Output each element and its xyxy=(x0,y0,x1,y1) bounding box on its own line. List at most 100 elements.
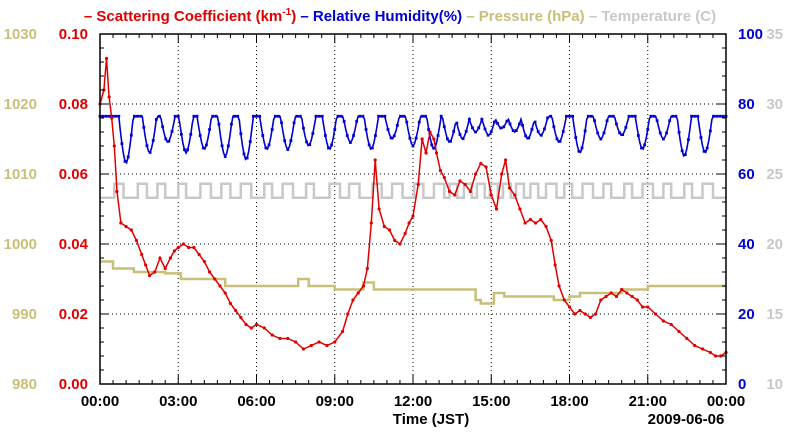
humidity-point xyxy=(574,136,578,139)
scattering-point xyxy=(407,221,411,225)
humidity-point xyxy=(158,114,161,118)
scattering-tick-label: 0.08 xyxy=(59,96,88,113)
humidity-point xyxy=(646,128,650,131)
humidity-point xyxy=(461,137,465,141)
series-pressure xyxy=(100,260,726,305)
scattering-tick-label: 0.04 xyxy=(59,236,89,253)
humidity-point xyxy=(101,114,105,118)
pressure-line xyxy=(100,260,726,305)
scattering-point xyxy=(361,284,366,288)
humidity-point xyxy=(148,151,152,154)
humidity-point xyxy=(583,129,587,133)
humidity-point xyxy=(308,143,312,147)
humidity-point xyxy=(590,114,593,118)
humidity-point xyxy=(223,155,227,158)
x-tick-label: 00:00 xyxy=(707,393,745,410)
humidity-point xyxy=(427,128,431,131)
scattering-point xyxy=(528,217,532,222)
humidity-point xyxy=(320,114,324,118)
humidity-point xyxy=(230,122,233,126)
scattering-point xyxy=(411,214,415,218)
humidity-point xyxy=(317,114,321,118)
pressure-tick-label: 1000 xyxy=(4,236,37,253)
scattering-point xyxy=(213,277,217,281)
humidity-point xyxy=(333,128,337,131)
scattering-point xyxy=(147,273,152,278)
scattering-point xyxy=(107,95,111,99)
x-tick-label: 12:00 xyxy=(394,393,432,410)
scattering-point xyxy=(278,336,282,341)
humidity-point xyxy=(464,129,468,133)
scattering-point xyxy=(428,130,432,134)
scattering-point xyxy=(192,245,196,250)
scattering-point xyxy=(254,322,259,327)
temperature-line xyxy=(100,182,726,200)
humidity-point xyxy=(564,114,568,118)
scattering-point xyxy=(677,329,681,334)
scattering-point xyxy=(523,221,527,225)
scattering-point xyxy=(438,168,442,173)
scattering-point xyxy=(620,287,624,292)
temperature-tick-label: 20 xyxy=(766,236,783,253)
scattering-point xyxy=(262,326,266,330)
temperature-tick-label: 25 xyxy=(766,166,783,183)
scattering-point xyxy=(249,326,253,330)
humidity-point xyxy=(539,133,543,137)
humidity-tick-label: 60 xyxy=(738,166,755,183)
x-tick-label: 03:00 xyxy=(159,393,197,410)
humidity-point xyxy=(577,149,581,153)
humidity-point xyxy=(367,143,371,147)
scattering-point xyxy=(187,245,191,250)
humidity-point xyxy=(173,114,177,118)
humidity-point xyxy=(345,134,349,137)
scattering-point xyxy=(593,312,598,316)
scattering-point xyxy=(373,158,377,162)
humidity-point xyxy=(277,114,280,118)
humidity-point xyxy=(511,129,515,133)
humidity-point xyxy=(217,122,221,126)
scattering-point xyxy=(218,284,222,288)
scattering-point xyxy=(468,189,472,194)
humidity-point xyxy=(186,148,190,152)
scattering-point xyxy=(489,193,493,197)
humidity-point xyxy=(521,123,524,127)
humidity-point xyxy=(261,134,265,137)
humidity-point xyxy=(420,114,424,118)
chart-grid xyxy=(100,34,726,384)
humidity-point xyxy=(633,114,637,118)
humidity-point xyxy=(568,114,571,118)
humidity-point xyxy=(214,114,218,118)
scattering-point xyxy=(104,56,109,61)
scattering-point xyxy=(513,193,517,197)
humidity-point xyxy=(530,128,534,131)
legend-humidity-prefix: – xyxy=(296,8,313,25)
humidity-point xyxy=(167,139,171,143)
scattering-point xyxy=(653,312,658,316)
x-axis-title: Time (JST) xyxy=(393,411,469,428)
humidity-point xyxy=(364,128,368,131)
humidity-point xyxy=(170,130,174,133)
humidity-point xyxy=(136,114,139,118)
humidity-point xyxy=(699,136,703,139)
humidity-point xyxy=(474,130,477,134)
humidity-tick-label: 40 xyxy=(738,236,755,253)
scattering-point xyxy=(507,186,512,190)
scattering-point xyxy=(500,172,504,176)
scattering-point xyxy=(309,343,313,348)
humidity-point xyxy=(446,137,449,141)
humidity-point xyxy=(536,130,540,134)
scattering-point xyxy=(700,347,705,351)
scattering-point xyxy=(474,172,478,176)
humidity-point xyxy=(305,140,308,144)
humidity-point xyxy=(508,122,512,126)
scattering-point xyxy=(369,221,373,225)
scattering-point xyxy=(494,207,499,211)
scattering-point xyxy=(567,305,572,309)
scattering-point xyxy=(458,179,462,183)
humidity-point xyxy=(693,114,697,118)
x-tick-label: 00:00 xyxy=(81,393,119,410)
humidity-point xyxy=(624,126,628,129)
humidity-point xyxy=(242,152,246,156)
scattering-point xyxy=(713,354,718,358)
humidity-point xyxy=(596,131,600,135)
